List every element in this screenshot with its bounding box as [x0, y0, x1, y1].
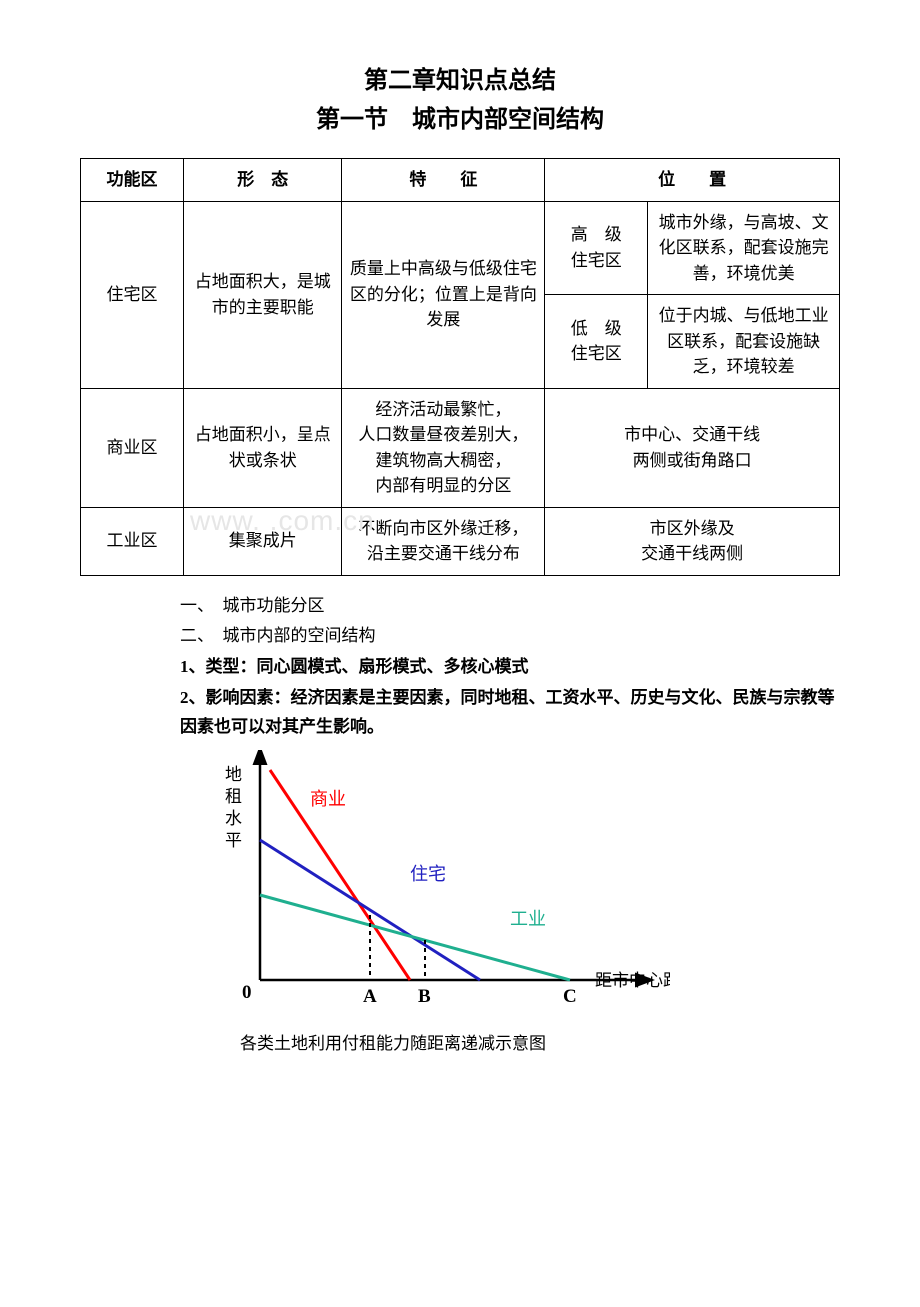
cell-res-low-desc: 位于内城、与低地工业区联系，配套设施缺乏，环境较差 — [648, 295, 840, 389]
cell-ind-feature: 不断向市区外缘迁移， 沿主要交通干线分布 — [342, 507, 545, 575]
svg-text:平: 平 — [225, 831, 242, 850]
zone-table: 功能区 形 态 特 征 位 置 住宅区 占地面积大，是城市的主要职能 质量上中高… — [80, 158, 840, 576]
title-sub: 第一节 城市内部空间结构 — [80, 99, 840, 134]
outline-item-1: 一、 城市功能分区 — [180, 592, 840, 621]
svg-text:工业: 工业 — [510, 909, 546, 929]
chart-caption: 各类土地利用付租能力随距离递减示意图 — [240, 1029, 840, 1054]
th-form: 形 态 — [184, 159, 342, 202]
title-block: 第二章知识点总结 第一节 城市内部空间结构 — [80, 60, 840, 134]
cell-ind-location: 市区外缘及 交通干线两侧 — [545, 507, 840, 575]
outline-sub-1: 1、类型：同心圆模式、扇形模式、多核心模式 — [180, 653, 840, 682]
cell-com-form: 占地面积小，呈点状或条状 — [184, 388, 342, 507]
cell-res-high-label: 高 级 住宅区 — [545, 201, 648, 295]
outline-item-2: 二、 城市内部的空间结构 — [180, 622, 840, 651]
cell-ind-name: 工业区 — [81, 507, 184, 575]
svg-text:C: C — [563, 986, 577, 1007]
svg-text:商业: 商业 — [310, 789, 346, 809]
svg-text:租: 租 — [225, 787, 242, 806]
row-commercial: 商业区 占地面积小，呈点状或条状 经济活动最繁忙， 人口数量昼夜差别大， 建筑物… — [81, 388, 840, 507]
th-location: 位 置 — [545, 159, 840, 202]
cell-res-form: 占地面积大，是城市的主要职能 — [184, 201, 342, 388]
rent-chart: 地租水平 0 距市中心距离 商业住宅工业 A B C 各类土地利用付租能力随距离递减示意图 — [200, 750, 840, 1054]
svg-text:地: 地 — [225, 765, 242, 784]
cell-res-name: 住宅区 — [81, 201, 184, 388]
svg-text:0: 0 — [242, 982, 252, 1003]
row-residential-1: 住宅区 占地面积大，是城市的主要职能 质量上中高级与低级住宅区的分化；位置上是背… — [81, 201, 840, 295]
title-main: 第二章知识点总结 — [80, 60, 840, 95]
svg-text:水: 水 — [225, 809, 242, 828]
cell-res-high-desc: 城市外缘，与高坡、文化区联系，配套设施完善，环境优美 — [648, 201, 840, 295]
th-zone: 功能区 — [81, 159, 184, 202]
svg-text:住宅: 住宅 — [410, 864, 446, 884]
rent-chart-svg: 地租水平 0 距市中心距离 商业住宅工业 A B C — [200, 750, 670, 1020]
cell-com-name: 商业区 — [81, 388, 184, 507]
svg-text:B: B — [418, 986, 431, 1007]
row-industrial: 工业区 集聚成片 不断向市区外缘迁移， 沿主要交通干线分布 市区外缘及 交通干线… — [81, 507, 840, 575]
cell-res-low-label: 低 级 住宅区 — [545, 295, 648, 389]
cell-com-location: 市中心、交通干线 两侧或街角路口 — [545, 388, 840, 507]
svg-text:距市中心距离: 距市中心距离 — [595, 971, 670, 990]
cell-ind-form: 集聚成片 — [184, 507, 342, 575]
cell-res-feature: 质量上中高级与低级住宅区的分化；位置上是背向发展 — [342, 201, 545, 388]
table-header-row: 功能区 形 态 特 征 位 置 — [81, 159, 840, 202]
outline-block: 一、 城市功能分区 二、 城市内部的空间结构 1、类型：同心圆模式、扇形模式、多… — [80, 592, 840, 742]
cell-com-feature: 经济活动最繁忙， 人口数量昼夜差别大， 建筑物高大稠密， 内部有明显的分区 — [342, 388, 545, 507]
outline-sub-2: 2、影响因素：经济因素是主要因素，同时地租、工资水平、历史与文化、民族与宗教等因… — [180, 684, 840, 742]
th-feature: 特 征 — [342, 159, 545, 202]
svg-text:A: A — [363, 986, 377, 1007]
